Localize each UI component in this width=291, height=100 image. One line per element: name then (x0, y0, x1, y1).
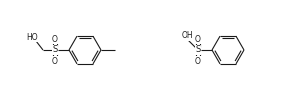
Text: HO: HO (26, 32, 38, 42)
Text: O: O (52, 56, 58, 66)
Text: S: S (195, 46, 200, 54)
Text: O: O (195, 56, 201, 66)
Text: S: S (52, 46, 58, 54)
Text: O: O (52, 34, 58, 44)
Text: OH: OH (181, 32, 193, 40)
Text: O: O (195, 34, 201, 44)
